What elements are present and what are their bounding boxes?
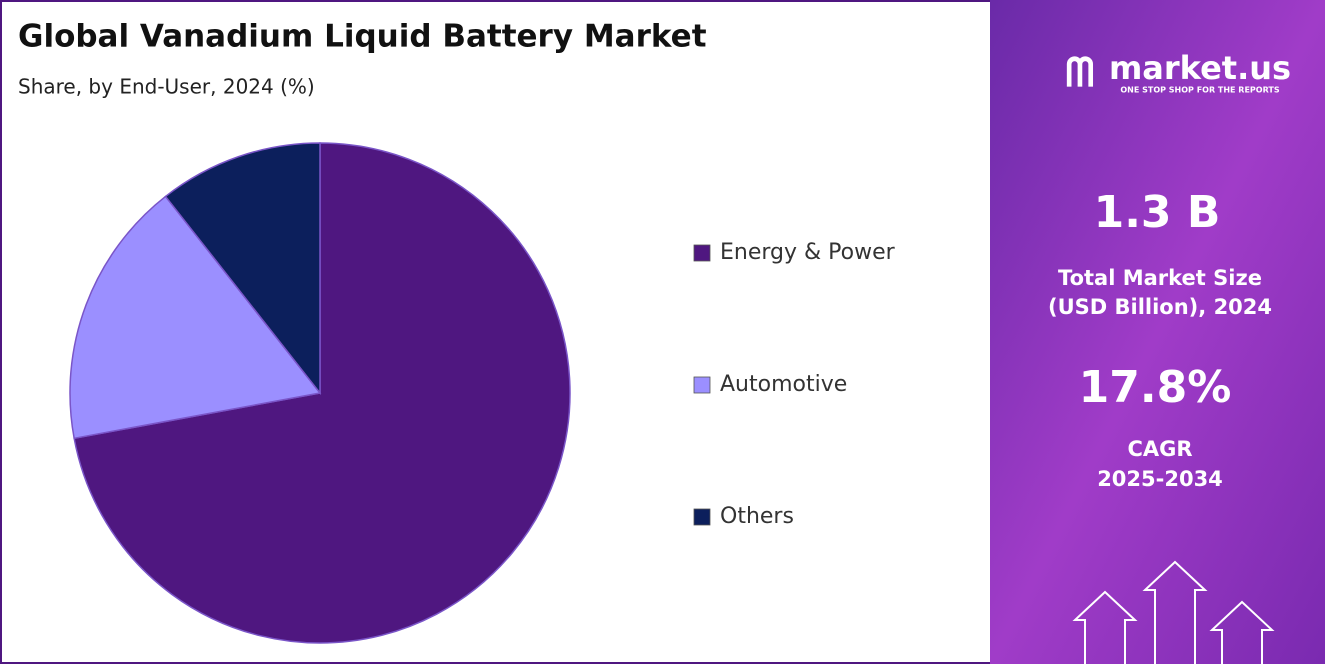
pie-slice (73, 142, 571, 644)
legend-swatch (693, 376, 711, 394)
brand: market.us (1109, 49, 1291, 87)
market-size: 1.3 B (1094, 187, 1221, 238)
chart-title: Global Vanadium Liquid Battery Market (18, 19, 707, 55)
legend-label: Automotive (720, 372, 847, 397)
legend-label: Others (720, 504, 794, 529)
cagr-label: CAGR (1127, 437, 1192, 461)
chart-subtitle: Share, by End-User, 2024 (%) (18, 75, 315, 99)
data-label: 72.1% (538, 564, 611, 588)
pie: 72.1% (69, 142, 611, 644)
arrows-decoration (1072, 560, 1275, 664)
legend-label: Energy & Power (720, 240, 896, 265)
cagr-label: 2025-2034 (1097, 467, 1223, 491)
logo-mark: ᗰ (1066, 50, 1095, 96)
market-size-label: Total Market Size (1058, 266, 1262, 290)
market-size-label: (USD Billion), 2024 (1048, 295, 1272, 319)
legend-swatch (693, 244, 711, 262)
pie-slice (69, 195, 322, 440)
cagr: 17.8% (1079, 362, 1232, 413)
legend-swatch (693, 508, 711, 526)
pie-slice (164, 142, 321, 396)
sidebar-bg (990, 0, 1325, 664)
tagline: ONE STOP SHOP FOR THE REPORTS (1120, 86, 1279, 95)
legend: Energy & Power Automotive Others (693, 240, 896, 529)
sidebar: ᗰ market.us ONE STOP SHOP FOR THE REPORT… (1048, 49, 1291, 664)
